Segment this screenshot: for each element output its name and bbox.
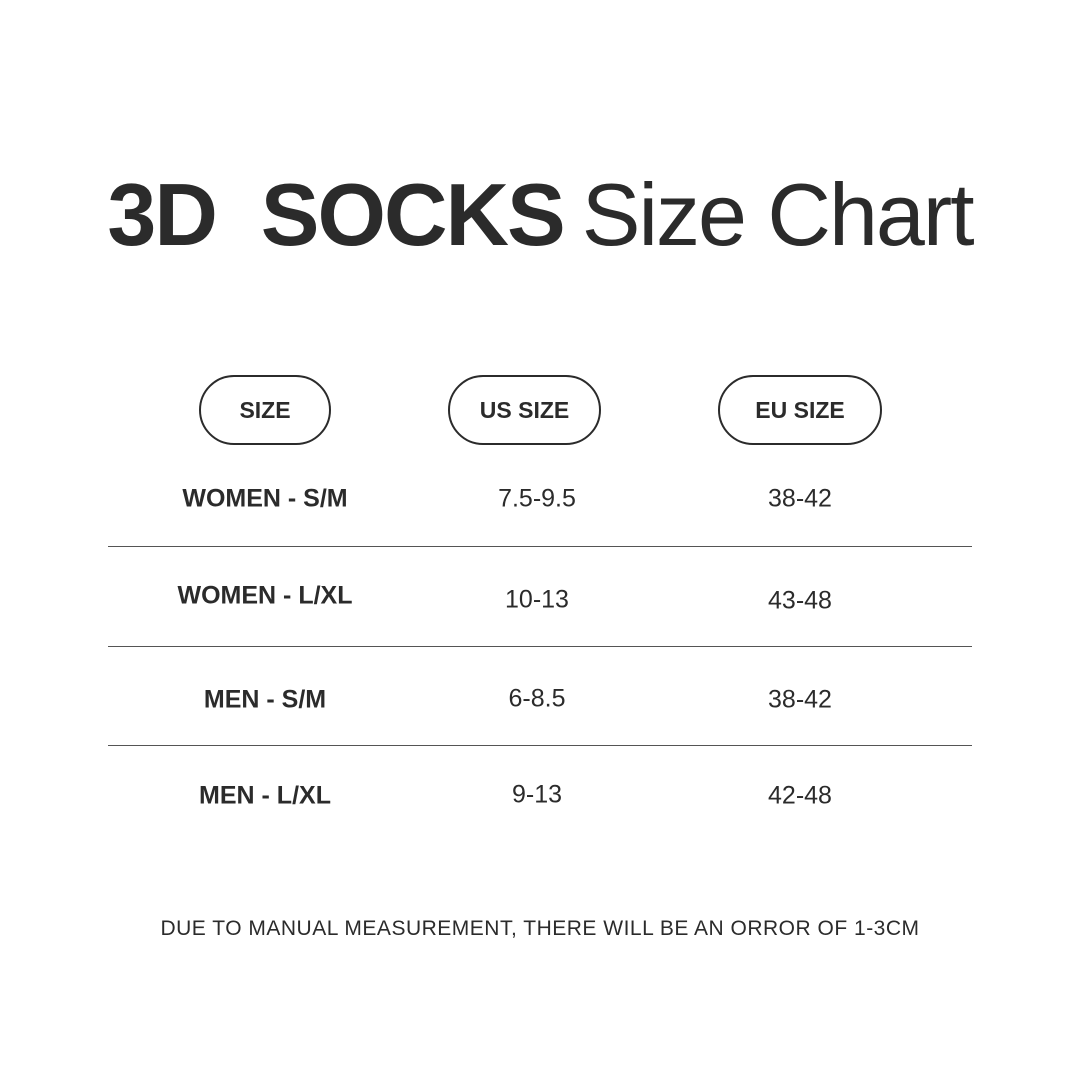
eu-size-cell: 38-42 (768, 484, 832, 513)
title-bold: 3D SOCKS (107, 165, 565, 264)
title-regular: Size Chart (581, 165, 975, 264)
header-us-size: US SIZE (448, 375, 601, 445)
size-cell: MEN - L/XL (199, 781, 331, 810)
eu-size-cell: 43-48 (768, 586, 832, 615)
size-cell: WOMEN - S/M (182, 484, 348, 513)
size-cell: MEN - S/M (203, 685, 327, 714)
us-size-cell: 7.5-9.5 (498, 484, 576, 513)
header-eu-size: EU SIZE (718, 375, 882, 445)
us-size-cell: 10-13 (505, 585, 569, 614)
eu-size-cell: 42-48 (768, 781, 832, 810)
eu-size-cell: 38-42 (768, 685, 832, 714)
us-size-cell: 6-8.5 (508, 684, 566, 713)
row-divider (108, 546, 972, 547)
footer-note: DUE TO MANUAL MEASUREMENT, THERE WILL BE… (160, 917, 920, 940)
us-size-cell: 9-13 (511, 780, 563, 809)
size-cell: WOMEN - L/XL (177, 581, 353, 610)
header-size: SIZE (199, 375, 331, 445)
row-divider (108, 745, 972, 746)
page-title: 3D SOCKS Size Chart (0, 160, 1080, 270)
row-divider (108, 646, 972, 647)
